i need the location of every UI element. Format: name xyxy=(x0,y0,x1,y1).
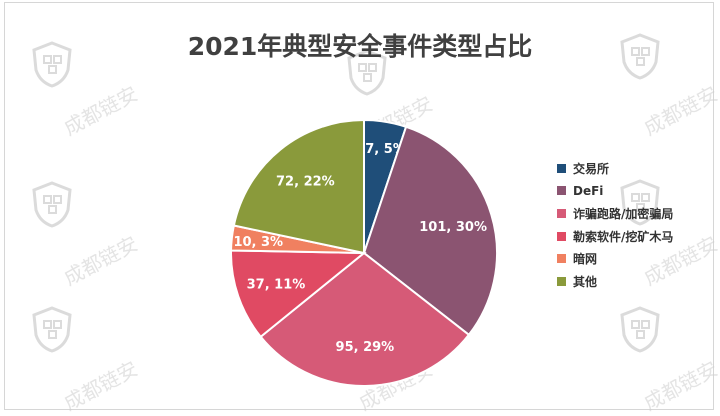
pie-slice-1 xyxy=(362,125,498,337)
pie-slice-5 xyxy=(232,118,365,255)
legend-item: 其他 xyxy=(557,270,673,293)
legend-item: 勒索软件/挖矿木马 xyxy=(557,225,673,248)
pie-slice-3 xyxy=(230,249,367,339)
legend-item: 暗网 xyxy=(557,247,673,270)
pie-data-label: 17, 5% xyxy=(356,142,406,157)
pie-data-label: 95, 29% xyxy=(336,340,395,355)
legend-label: 其他 xyxy=(573,274,598,289)
pie-data-label: 37, 11% xyxy=(247,277,306,292)
legend-item: 诈骗跑路/加密骗局 xyxy=(557,202,673,225)
legend-item: 交易所 xyxy=(557,157,673,180)
pie-data-label: 101, 30% xyxy=(419,220,487,235)
legend-label: 交易所 xyxy=(573,161,610,176)
legend-label: 诈骗跑路/加密骗局 xyxy=(573,206,674,221)
legend-label: 暗网 xyxy=(573,252,598,267)
legend-label: DeFi xyxy=(573,183,604,198)
legend-item: DeFi xyxy=(557,180,673,203)
pie-data-label: 10, 3% xyxy=(233,235,283,250)
legend-swatch xyxy=(557,276,566,286)
legend-label: 勒索软件/挖矿木马 xyxy=(573,229,674,244)
pie-data-label: 72, 22% xyxy=(276,175,335,190)
legend-swatch xyxy=(557,208,566,218)
legend-swatch xyxy=(557,186,566,196)
legend-swatch xyxy=(557,231,566,241)
legend-swatch xyxy=(557,163,566,173)
pie-slice-2 xyxy=(259,251,471,387)
chart-legend: 交易所 DeFi 诈骗跑路/加密骗局 勒索软件/挖矿木马 暗网其他 xyxy=(557,157,673,293)
legend-swatch xyxy=(557,254,566,264)
chart-title: 2021年典型安全事件类型占比 xyxy=(187,32,533,61)
